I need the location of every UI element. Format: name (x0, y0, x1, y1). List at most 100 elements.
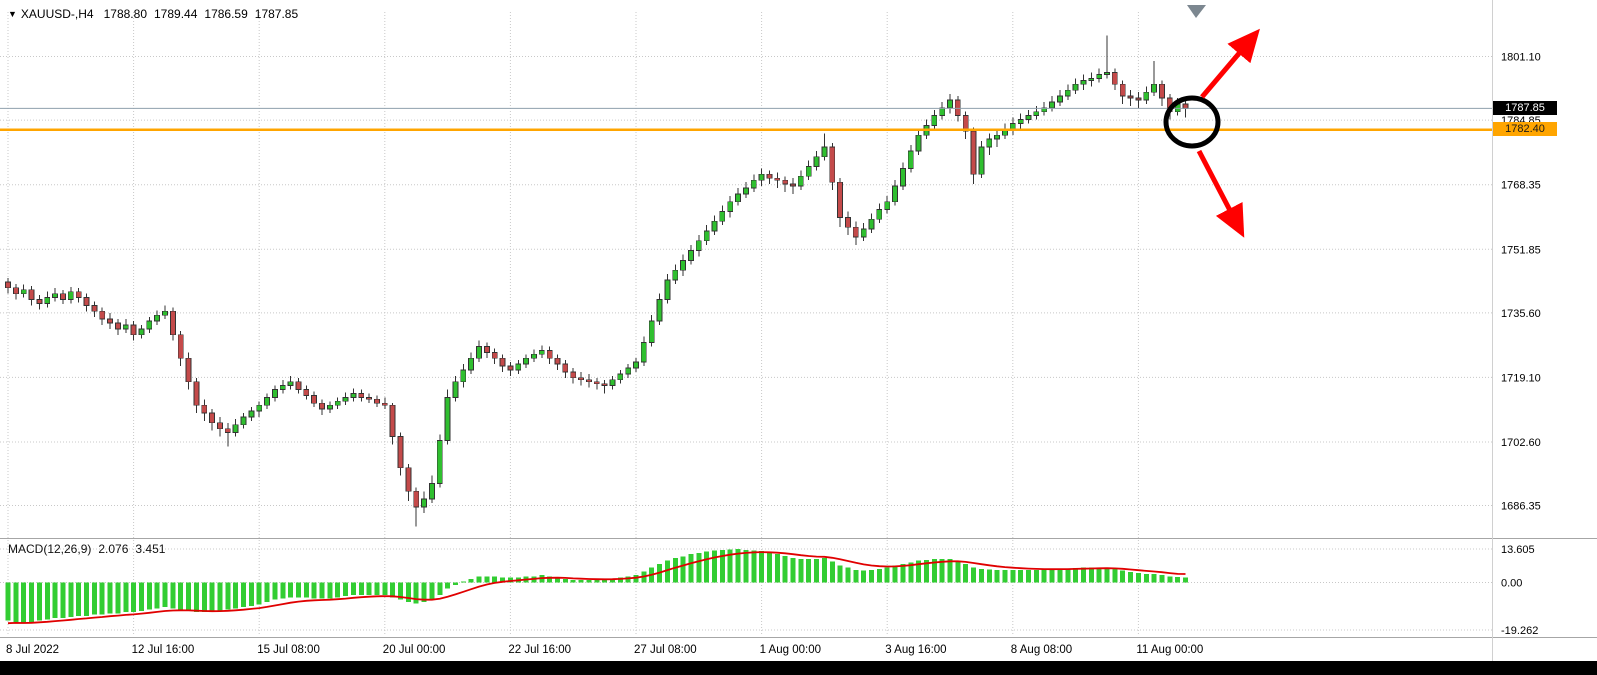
macd-bar (131, 582, 137, 613)
macd-bar (178, 582, 184, 610)
candle-bullish (1151, 83, 1157, 93)
macd-bar (233, 582, 239, 609)
macd-bar (319, 582, 325, 599)
macd-bar (688, 554, 694, 583)
macd-bar (971, 567, 977, 583)
time-tick-label: 8 Jul 2022 (6, 644, 59, 656)
macd-bar (60, 582, 66, 619)
macd-bar (696, 552, 702, 583)
candle-bullish (44, 297, 51, 304)
macd-bar (751, 550, 757, 583)
macd-bar (939, 559, 945, 583)
quote-high: 1789.44 (154, 7, 198, 21)
candle-bullish (334, 400, 341, 406)
macd-bar (664, 560, 670, 583)
candle-bearish (295, 381, 302, 390)
macd-bar (303, 582, 309, 598)
time-tick-label: 11 Aug 00:00 (1136, 644, 1203, 656)
candle-bullish (648, 320, 655, 343)
macd-bar (1175, 577, 1181, 583)
candle-bearish (507, 365, 514, 371)
candle-bearish (91, 305, 98, 312)
macd-bar (1033, 570, 1039, 583)
macd-bar (343, 582, 349, 597)
macd-bar (1026, 570, 1031, 583)
candle-bearish (1111, 72, 1118, 85)
candle-bearish (954, 99, 961, 117)
macd-bar (892, 565, 898, 583)
candle-bearish (1135, 97, 1142, 101)
quote-open: 1788.80 (103, 7, 147, 21)
candle-bearish (405, 467, 412, 492)
candle-bullish (138, 328, 145, 336)
candle-bearish (201, 404, 208, 414)
candle-bullish (460, 369, 467, 383)
candle-bullish (271, 389, 278, 398)
indicator-name: MACD(12,26,9) (8, 542, 92, 556)
macd-bar (633, 575, 639, 583)
macd-bar (437, 582, 443, 595)
candle-bearish (36, 299, 43, 304)
candle-bearish (358, 393, 365, 398)
macd-bar (201, 582, 207, 613)
arrow-up-annotation[interactable] (1200, 28, 1260, 99)
macd-bar (617, 577, 623, 583)
macd-bar (759, 550, 765, 583)
candle-bullish (1041, 107, 1048, 113)
chart-shift-marker-icon[interactable] (1187, 5, 1206, 18)
candle-bullish (1025, 115, 1032, 120)
macd-bar (955, 561, 961, 583)
candle-bullish (711, 220, 718, 232)
candle-bearish (217, 422, 223, 430)
macd-bar (602, 580, 608, 583)
macd-bar (625, 576, 631, 583)
macd-bar (99, 582, 105, 615)
circle-annotation[interactable] (1163, 95, 1221, 149)
candle-bullish (735, 193, 741, 203)
time-tick-label: 27 Jul 08:00 (634, 644, 697, 656)
macd-bar (107, 582, 113, 614)
candle-bullish (342, 396, 349, 402)
candle-bearish (12, 287, 19, 295)
macd-bar (44, 582, 50, 620)
macd-bar (507, 577, 513, 583)
grid-layer (0, 12, 1492, 636)
candle-bearish (852, 226, 859, 238)
indicator-label: MACD(12,26,9) 2.076 3.451 (8, 542, 172, 556)
candle-bearish (546, 350, 553, 359)
arrow-down-annotation[interactable] (1196, 149, 1245, 238)
macd-bar (468, 578, 474, 583)
macd-bar (861, 570, 867, 583)
candle-bullish (240, 416, 247, 426)
candle-bullish (1017, 119, 1024, 124)
time-tick-label: 15 Jul 08:00 (257, 644, 320, 656)
price-axis-labels: 1801.101784.851768.351751.851735.601719.… (1501, 52, 1541, 513)
macd-bar (193, 582, 199, 613)
macd-bar (1104, 567, 1110, 583)
macd-bar (1151, 573, 1157, 583)
candle-bearish (381, 402, 388, 406)
candle-bullish (444, 396, 451, 441)
candle-bearish (593, 381, 600, 385)
candle-bullish (860, 228, 867, 238)
macd-bar (405, 582, 411, 603)
candle-bullish (703, 230, 710, 242)
macd-bar (358, 582, 364, 595)
candle-bearish (75, 291, 82, 298)
macd-bar (76, 582, 82, 616)
time-axis-labels: 8 Jul 2022 12 Jul 16:00 15 Jul 08:00 20 Jul… (6, 644, 1203, 656)
macd-bar (1183, 577, 1188, 583)
time-tick-label: 12 Jul 16:00 (132, 644, 195, 656)
macd-bar (562, 578, 568, 583)
macd-bar (335, 582, 341, 598)
symbol-info-bar: ▼ XAUUSD-,H4 1788.80 1789.44 1786.59 178… (8, 7, 305, 21)
candle-bullish (515, 363, 522, 371)
candle-bullish (279, 385, 286, 390)
macd-bar (311, 582, 317, 599)
annotations-layer[interactable] (1163, 28, 1260, 238)
macd-bar (1080, 567, 1086, 583)
candle-bullish (695, 240, 702, 252)
macd-bar (288, 582, 294, 598)
